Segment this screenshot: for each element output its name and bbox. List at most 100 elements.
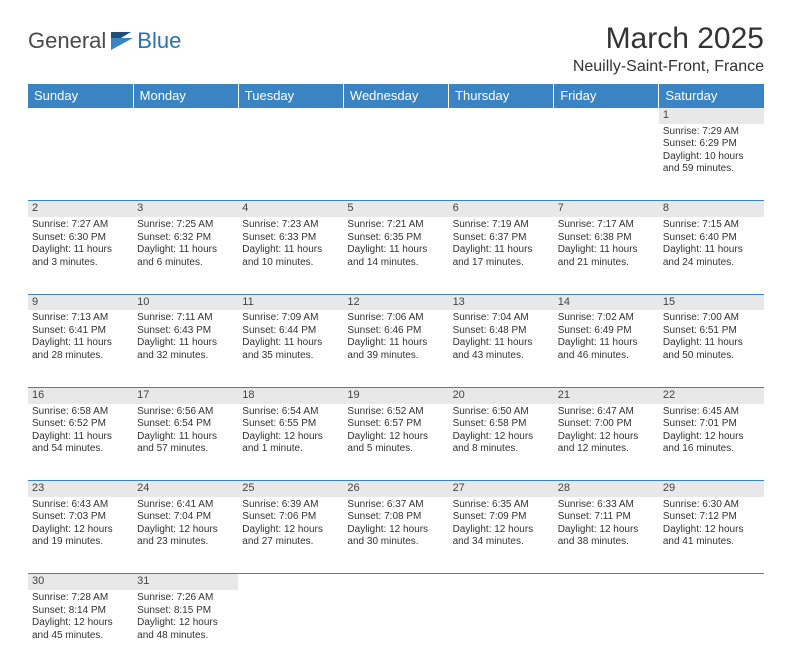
sunset-text: Sunset: 6:49 PM bbox=[558, 325, 655, 338]
content-row: Sunrise: 7:28 AMSunset: 8:14 PMDaylight:… bbox=[28, 590, 764, 667]
day-cell bbox=[659, 590, 764, 667]
content-row: Sunrise: 7:13 AMSunset: 6:41 PM Daylight:… bbox=[28, 310, 764, 387]
day-number-cell: 6 bbox=[449, 201, 554, 217]
day-cell: Sunrise: 7:19 AMSunset: 6:37 PMDaylight:… bbox=[449, 217, 554, 294]
daylight-text: Daylight: 12 hours and 48 minutes. bbox=[137, 617, 234, 642]
day-cell: Sunrise: 6:39 AMSunset: 7:06 PMDaylight:… bbox=[238, 497, 343, 574]
sunrise-text: Sunrise: 6:47 AM bbox=[558, 406, 655, 419]
sunset-text: Sunset: 6:52 PM bbox=[32, 418, 129, 431]
day-cell: Sunrise: 6:33 AMSunset: 7:11 PMDaylight:… bbox=[554, 497, 659, 574]
sunset-text: Sunset: 8:14 PM bbox=[32, 605, 129, 618]
day-cell: Sunrise: 6:54 AMSunset: 6:55 PMDaylight:… bbox=[238, 404, 343, 481]
day-cell: Sunrise: 7:26 AMSunset: 8:15 PMDaylight:… bbox=[133, 590, 238, 667]
daylight-text: Daylight: 11 hours and 6 minutes. bbox=[137, 244, 234, 269]
sunset-text: Sunset: 6:35 PM bbox=[347, 232, 444, 245]
title-block: March 2025 Neuilly-Saint-Front, France bbox=[573, 22, 764, 76]
sunrise-text: Sunrise: 7:19 AM bbox=[453, 219, 550, 232]
daynum-row: 1 bbox=[28, 108, 764, 124]
day-number-cell bbox=[133, 108, 238, 124]
day-number-cell: 1 bbox=[659, 108, 764, 124]
day-number-cell: 8 bbox=[659, 201, 764, 217]
sunset-text: Sunset: 8:15 PM bbox=[137, 605, 234, 618]
day-cell: Sunrise: 6:35 AMSunset: 7:09 PMDaylight:… bbox=[449, 497, 554, 574]
daylight-text: Daylight: 11 hours and 46 minutes. bbox=[558, 337, 655, 362]
sunset-text: Sunset: 6:51 PM bbox=[663, 325, 760, 338]
sunset-text: Sunset: 7:00 PM bbox=[558, 418, 655, 431]
day-number-cell bbox=[554, 108, 659, 124]
sunset-text: Sunset: 6:29 PM bbox=[663, 138, 760, 151]
sunrise-text: Sunrise: 7:29 AM bbox=[663, 126, 760, 139]
day-cell: Sunrise: 6:37 AMSunset: 7:08 PMDaylight:… bbox=[343, 497, 448, 574]
day-cell: Sunrise: 7:09 AMSunset: 6:44 PMDaylight:… bbox=[238, 310, 343, 387]
brand-logo: General Blue bbox=[28, 22, 181, 54]
daylight-text: Daylight: 11 hours and 17 minutes. bbox=[453, 244, 550, 269]
day-number-cell: 16 bbox=[28, 387, 133, 403]
daylight-text: Daylight: 12 hours and 12 minutes. bbox=[558, 431, 655, 456]
day-number-cell: 25 bbox=[238, 481, 343, 497]
day-number-cell bbox=[238, 574, 343, 590]
sunset-text: Sunset: 6:41 PM bbox=[32, 325, 129, 338]
daylight-text: Daylight: 11 hours and 54 minutes. bbox=[32, 431, 129, 456]
day-number-cell: 10 bbox=[133, 294, 238, 310]
sunset-text: Sunset: 6:40 PM bbox=[663, 232, 760, 245]
day-number-cell: 28 bbox=[554, 481, 659, 497]
day-header: Saturday bbox=[659, 84, 764, 108]
daylight-text: Daylight: 12 hours and 38 minutes. bbox=[558, 524, 655, 549]
calendar-page: General Blue March 2025 Neuilly-Saint-Fr… bbox=[0, 0, 792, 667]
day-number-cell: 18 bbox=[238, 387, 343, 403]
sunset-text: Sunset: 6:48 PM bbox=[453, 325, 550, 338]
day-number-cell: 30 bbox=[28, 574, 133, 590]
day-number-cell bbox=[449, 108, 554, 124]
day-cell bbox=[343, 590, 448, 667]
sunrise-text: Sunrise: 6:41 AM bbox=[137, 499, 234, 512]
sunrise-text: Sunrise: 7:11 AM bbox=[137, 312, 234, 325]
day-header: Monday bbox=[133, 84, 238, 108]
day-number-cell bbox=[659, 574, 764, 590]
day-number-cell: 13 bbox=[449, 294, 554, 310]
daylight-text: Daylight: 11 hours and 3 minutes. bbox=[32, 244, 129, 269]
sunrise-text: Sunrise: 7:25 AM bbox=[137, 219, 234, 232]
content-row: Sunrise: 6:58 AMSunset: 6:52 PMDaylight:… bbox=[28, 404, 764, 481]
daynum-row: 3031 bbox=[28, 574, 764, 590]
sunset-text: Sunset: 6:43 PM bbox=[137, 325, 234, 338]
sunset-text: Sunset: 6:37 PM bbox=[453, 232, 550, 245]
day-cell: Sunrise: 6:52 AMSunset: 6:57 PMDaylight:… bbox=[343, 404, 448, 481]
content-row: Sunrise: 6:43 AMSunset: 7:03 PMDaylight:… bbox=[28, 497, 764, 574]
daylight-text: Daylight: 12 hours and 34 minutes. bbox=[453, 524, 550, 549]
sunset-text: Sunset: 7:12 PM bbox=[663, 511, 760, 524]
sunrise-text: Sunrise: 7:00 AM bbox=[663, 312, 760, 325]
day-cell: Sunrise: 7:04 AMSunset: 6:48 PMDaylight:… bbox=[449, 310, 554, 387]
day-number-cell: 23 bbox=[28, 481, 133, 497]
day-number-cell: 5 bbox=[343, 201, 448, 217]
daylight-text: Daylight: 11 hours and 57 minutes. bbox=[137, 431, 234, 456]
sunset-text: Sunset: 7:03 PM bbox=[32, 511, 129, 524]
day-cell: Sunrise: 7:28 AMSunset: 8:14 PMDaylight:… bbox=[28, 590, 133, 667]
day-cell bbox=[343, 124, 448, 201]
daylight-text: Daylight: 11 hours and 39 minutes. bbox=[347, 337, 444, 362]
sunrise-text: Sunrise: 7:13 AM bbox=[32, 312, 129, 325]
daylight-text: Daylight: 12 hours and 27 minutes. bbox=[242, 524, 339, 549]
day-cell: Sunrise: 7:17 AMSunset: 6:38 PMDaylight:… bbox=[554, 217, 659, 294]
day-cell: Sunrise: 7:06 AMSunset: 6:46 PMDaylight:… bbox=[343, 310, 448, 387]
day-number-cell: 21 bbox=[554, 387, 659, 403]
day-header: Wednesday bbox=[343, 84, 448, 108]
sunrise-text: Sunrise: 6:35 AM bbox=[453, 499, 550, 512]
day-number-cell: 15 bbox=[659, 294, 764, 310]
day-number-cell bbox=[238, 108, 343, 124]
sunrise-text: Sunrise: 6:30 AM bbox=[663, 499, 760, 512]
day-cell bbox=[554, 590, 659, 667]
day-cell: Sunrise: 6:30 AMSunset: 7:12 PMDaylight:… bbox=[659, 497, 764, 574]
sunset-text: Sunset: 6:46 PM bbox=[347, 325, 444, 338]
sunset-text: Sunset: 6:58 PM bbox=[453, 418, 550, 431]
day-number-cell bbox=[554, 574, 659, 590]
day-cell bbox=[238, 124, 343, 201]
daynum-row: 16171819202122 bbox=[28, 387, 764, 403]
daynum-row: 23242526272829 bbox=[28, 481, 764, 497]
sunrise-text: Sunrise: 6:45 AM bbox=[663, 406, 760, 419]
day-number-cell: 20 bbox=[449, 387, 554, 403]
sunset-text: Sunset: 7:01 PM bbox=[663, 418, 760, 431]
sunrise-text: Sunrise: 7:09 AM bbox=[242, 312, 339, 325]
brand-part1: General bbox=[28, 28, 106, 54]
content-row: Sunrise: 7:27 AMSunset: 6:30 PMDaylight:… bbox=[28, 217, 764, 294]
daylight-text: Daylight: 12 hours and 41 minutes. bbox=[663, 524, 760, 549]
